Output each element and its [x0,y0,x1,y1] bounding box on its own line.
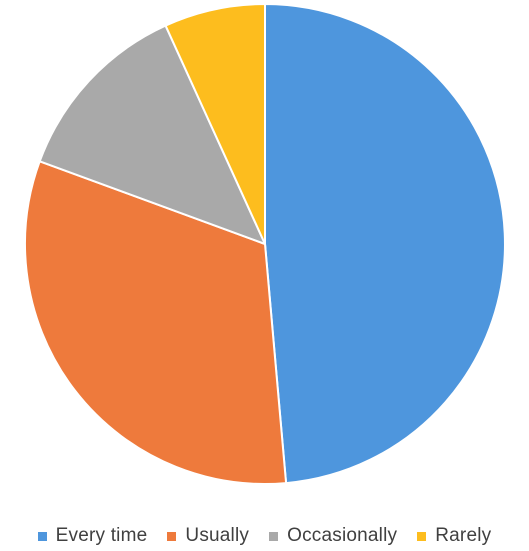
legend-label-rarely: Rarely [435,525,492,546]
legend-swatch-usually [167,531,177,541]
pie-slices [24,3,506,485]
legend-label-usually: Usually [185,525,250,546]
legend-item-every-time: Every time [37,525,148,547]
legend-swatch-occasionally [269,531,279,541]
legend-item-occasionally: Occasionally [269,525,397,547]
pie-slice-usually [24,160,288,485]
legend-swatch-rarely [417,531,427,541]
pie-slice-occasionally [38,24,266,245]
legend-item-rarely: Rarely [417,525,491,547]
legend-label-occasionally: Occasionally [287,525,398,546]
legend-label-every-time: Every time [55,525,148,546]
legend-item-usually: Usually [167,525,249,547]
chart-legend: Every time Usually Occasionally Rarely [0,522,529,550]
pie-slice-every-time [264,3,506,485]
legend-swatch-every-time [37,531,47,541]
pie-slice-rarely [164,3,266,245]
